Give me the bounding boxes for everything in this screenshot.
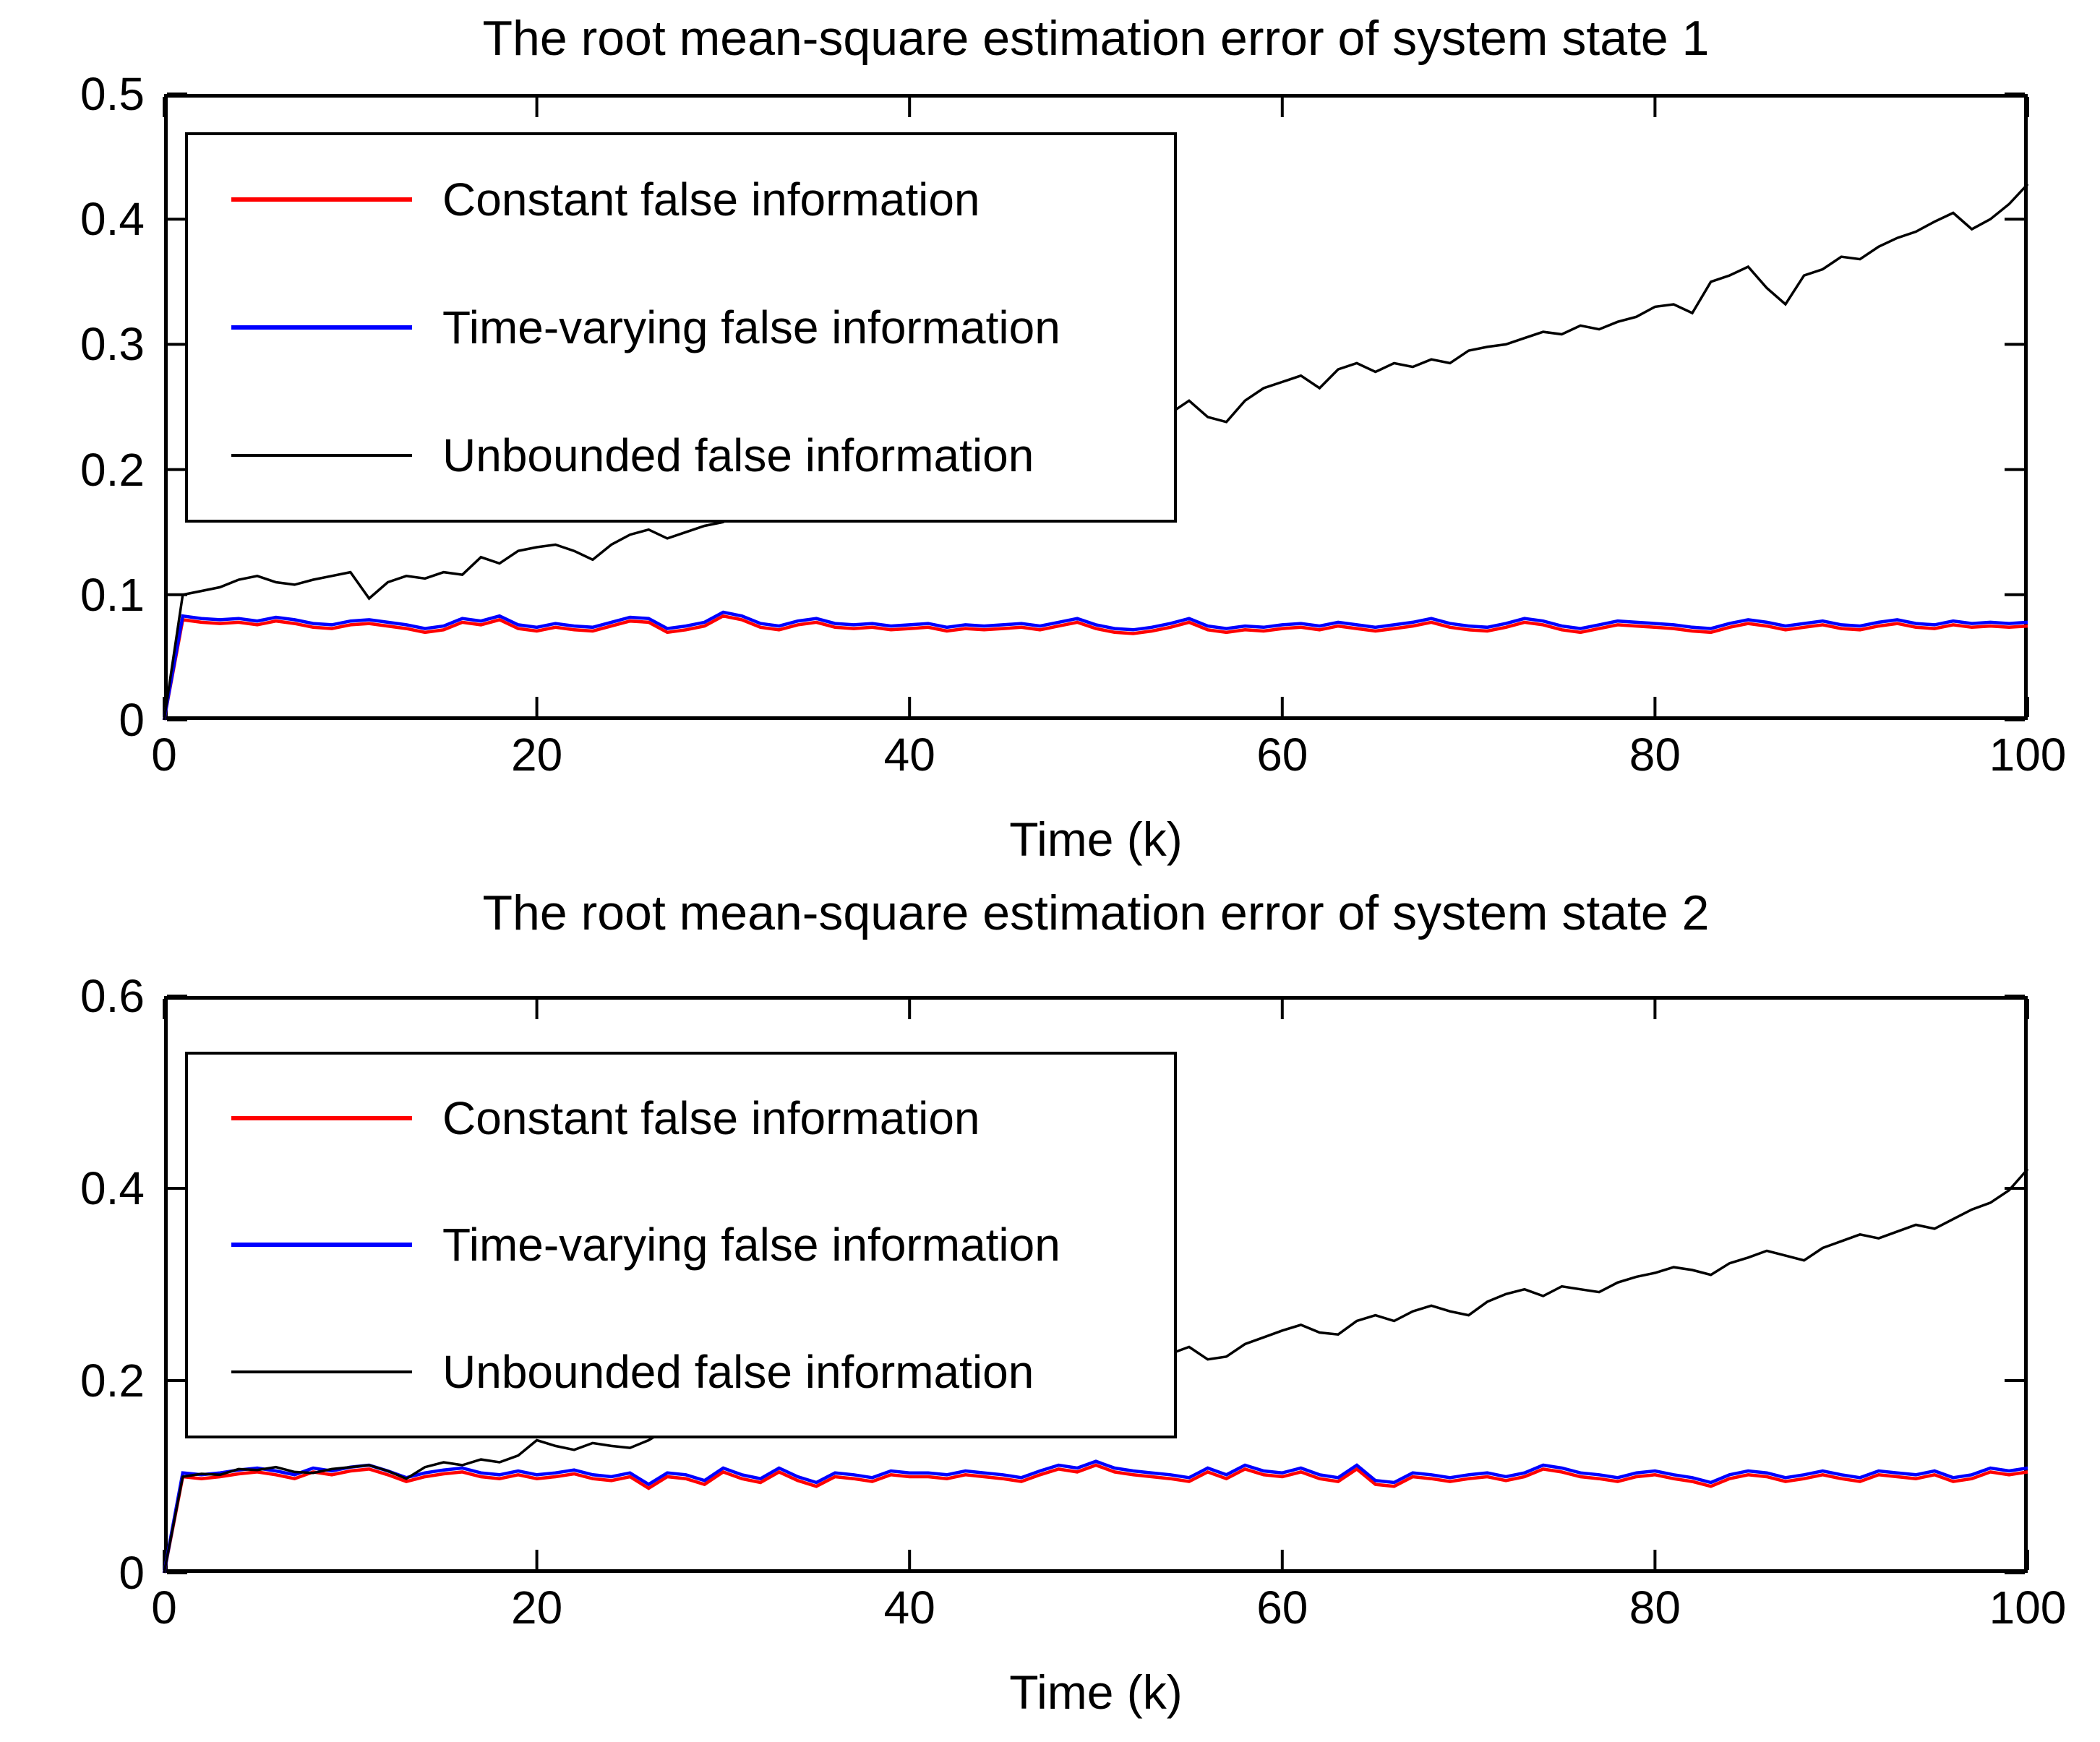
legend-line-sample-red	[231, 1115, 412, 1120]
legend-label: Time-varying false information	[442, 301, 1060, 353]
legend-label: Time-varying false information	[442, 1219, 1060, 1271]
y-tick-label: 0.1	[80, 568, 145, 621]
x-tick-label: 0	[151, 1582, 177, 1634]
series-line-1	[162, 1459, 2028, 1574]
y-tick-label: 0.6	[80, 970, 145, 1022]
legend-1: Constant false information Time-varying …	[185, 132, 1177, 523]
axes-box	[164, 996, 2028, 1573]
legend-label: Unbounded false information	[442, 1346, 1034, 1399]
y-tick-label: 0.5	[80, 68, 145, 120]
x-tick-label: 60	[1256, 729, 1308, 781]
legend-entry: Time-varying false information	[188, 1222, 1174, 1268]
legend-entry: Constant false information	[188, 176, 1174, 223]
x-tick-label: 80	[1629, 1582, 1681, 1634]
x-tick-label: 20	[511, 1582, 563, 1634]
subplot1-title: The root mean-square estimation error of…	[482, 11, 1710, 66]
x-tick-label: 0	[151, 729, 177, 781]
legend-label: Constant false information	[442, 1091, 980, 1144]
legend-line-sample-black	[231, 454, 412, 458]
legend-line-sample-red	[231, 197, 412, 202]
series-line-0	[162, 1463, 2028, 1574]
legend-line-sample-blue	[231, 325, 412, 330]
y-tick-label: 0.3	[80, 318, 145, 371]
legend-line-sample-blue	[231, 1243, 412, 1248]
legend-2: Constant false information Time-varying …	[185, 1052, 1177, 1438]
plot-svg-1	[162, 93, 2029, 721]
axes-box	[164, 94, 2028, 720]
series-line-0	[162, 614, 2028, 721]
x-tick-label: 80	[1629, 729, 1681, 781]
legend-entry: Unbounded false information	[188, 432, 1174, 479]
x-tick-label: 40	[883, 1582, 935, 1634]
subplot2-title: The root mean-square estimation error of…	[482, 885, 1710, 940]
subplot1-xlabel: Time (k)	[1009, 812, 1183, 866]
y-tick-label: 0.4	[80, 193, 145, 246]
legend-line-sample-black	[231, 1370, 412, 1374]
x-tick-label: 100	[1989, 1582, 2067, 1634]
y-tick-label: 0	[119, 694, 145, 746]
subplot2-xlabel: Time (k)	[1009, 1665, 1183, 1719]
legend-entry: Time-varying false information	[188, 304, 1174, 351]
series-line-1	[162, 610, 2028, 721]
legend-label: Unbounded false information	[442, 429, 1034, 482]
x-tick-label: 100	[1989, 729, 2067, 781]
y-tick-label: 0.2	[80, 1355, 145, 1407]
x-tick-label: 40	[883, 729, 935, 781]
y-tick-label: 0.4	[80, 1162, 145, 1214]
y-tick-label: 0	[119, 1547, 145, 1599]
legend-entry: Constant false information	[188, 1095, 1174, 1141]
x-tick-label: 60	[1256, 1582, 1308, 1634]
y-tick-label: 0.2	[80, 443, 145, 496]
legend-entry: Unbounded false information	[188, 1349, 1174, 1395]
legend-label: Constant false information	[442, 173, 980, 226]
x-tick-label: 20	[511, 729, 563, 781]
